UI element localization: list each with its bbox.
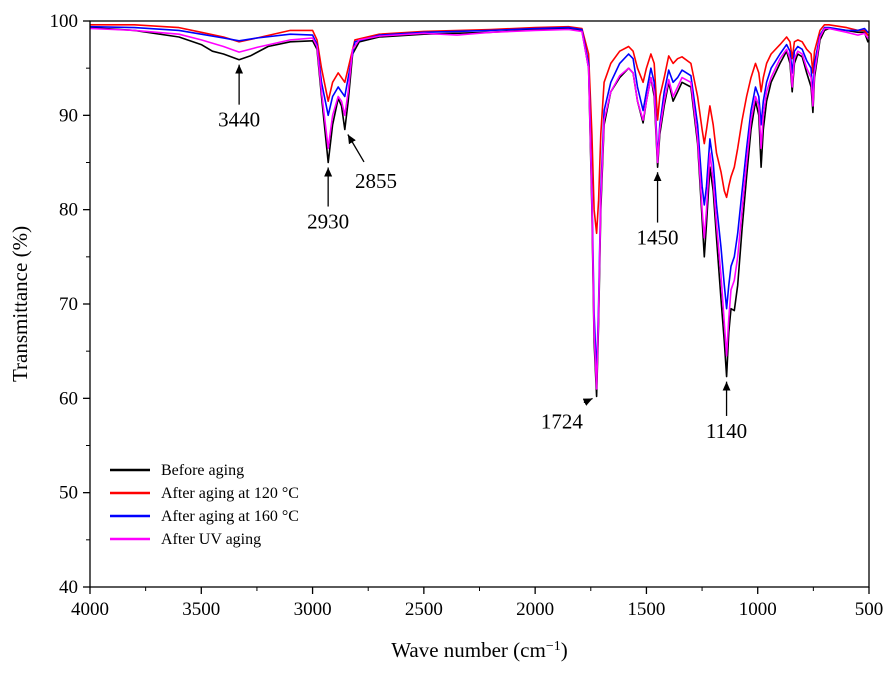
y-tick-label: 60 [59, 388, 78, 409]
x-tick-label: 3500 [182, 599, 220, 620]
annotation-label: 1724 [541, 410, 584, 434]
series-layer [89, 24, 870, 398]
annotation-label: 1140 [706, 419, 747, 443]
x-tick-label: 1000 [739, 599, 777, 620]
series-line-2 [89, 25, 869, 376]
annotation-label: 2855 [355, 169, 397, 193]
annotation-label: 1450 [637, 226, 679, 250]
legend-label: After aging at 160 °C [161, 508, 299, 525]
x-tick-label: 500 [855, 599, 884, 620]
x-axis-title: Wave number (cm−1) [391, 638, 567, 662]
y-tick-label: 40 [59, 577, 78, 598]
y-axis: 40 50 60 70 80 90 100 [50, 11, 90, 598]
x-tick-label: 3000 [294, 599, 332, 620]
legend-label: Before aging [161, 462, 244, 479]
y-axis-title: Transmittance (%) [8, 226, 32, 382]
x-tick-label: 1500 [627, 599, 665, 620]
series-line-0 [89, 26, 870, 398]
y-tick-label: 80 [59, 200, 78, 221]
y-tick-label: 100 [50, 11, 79, 32]
annotation-arrow [347, 134, 365, 163]
legend-label: After aging at 120 °C [161, 485, 299, 502]
x-axis: 4000 3500 3000 2500 2000 1500 1000 500 [71, 587, 883, 620]
x-tick-label: 4000 [71, 599, 109, 620]
y-tick-label: 70 [59, 294, 78, 315]
annotation-label: 2930 [307, 210, 349, 234]
x-axis-title-text: Wave number (cm [391, 638, 546, 662]
y-tick-label: 50 [59, 483, 78, 504]
annotation-label: 3440 [218, 108, 260, 132]
legend-label: After UV aging [161, 531, 261, 548]
annotation-arrow [582, 397, 593, 406]
x-axis-title-sup: −1 [546, 639, 561, 654]
legend: Before aging After aging at 120 °C After a… [110, 462, 299, 548]
x-tick-label: 2000 [516, 599, 554, 620]
x-axis-title-close: ) [561, 638, 568, 662]
y-tick-label: 90 [59, 105, 78, 126]
series-line-3 [89, 27, 870, 390]
x-tick-label: 2500 [405, 599, 443, 620]
series-line-1 [90, 24, 869, 235]
